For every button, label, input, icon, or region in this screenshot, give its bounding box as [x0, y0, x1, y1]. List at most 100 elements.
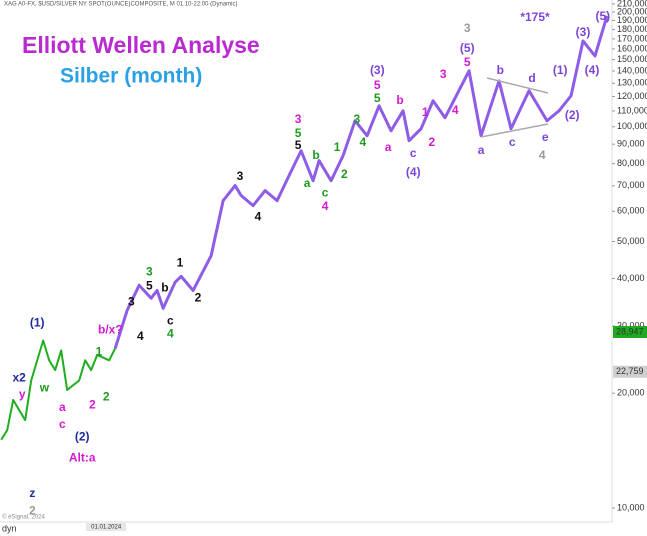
- y-tick-label: 180,000: [617, 24, 647, 34]
- wave-label: 1: [96, 345, 103, 359]
- y-tick-label: 30,000: [617, 320, 645, 330]
- wave-label: 2: [103, 390, 110, 404]
- y-tick-label: 50,000: [617, 236, 645, 246]
- wave-label: b: [312, 148, 319, 162]
- wave-label: (2): [75, 430, 90, 444]
- wave-label: Alt:a: [69, 450, 96, 464]
- price-tag-label: 28,947: [616, 326, 644, 336]
- wave-label: c: [167, 313, 174, 327]
- wave-label: 1: [177, 256, 184, 270]
- wave-label: (5): [595, 9, 610, 23]
- triangle-line: [486, 77, 549, 94]
- wave-label: 1: [334, 140, 341, 154]
- wave-label: e: [542, 130, 549, 144]
- wave-label: c: [410, 146, 417, 160]
- wave-label: b: [161, 280, 168, 294]
- y-tick-label: 90,000: [617, 139, 645, 149]
- wave-label: 4: [322, 199, 329, 213]
- wave-label: d: [528, 71, 535, 85]
- chart-title: Elliott Wellen Analyse: [22, 32, 260, 58]
- wave-label: 3: [146, 265, 153, 279]
- price-tag-label: 22,759: [616, 366, 644, 376]
- wave-label: 4: [360, 135, 367, 149]
- wave-label: 4: [167, 327, 174, 341]
- y-tick-label: 80,000: [617, 158, 645, 168]
- series-line: [0, 339, 117, 441]
- wave-label: 3: [440, 67, 447, 81]
- wave-label: 3: [128, 295, 135, 309]
- triangle-line: [480, 123, 549, 138]
- y-tick-label: 100,000: [617, 121, 647, 131]
- wave-label: 4: [452, 103, 459, 117]
- wave-label: 5: [146, 279, 153, 293]
- y-tick-label: 210,000: [617, 0, 647, 8]
- wave-label: *175*: [520, 10, 550, 24]
- wave-label: 3: [295, 112, 302, 126]
- price-tag: [613, 326, 647, 339]
- wave-label: (4): [585, 63, 600, 77]
- y-tick-label: 70,000: [617, 180, 645, 190]
- wave-label: 4: [137, 329, 144, 343]
- wave-label: a: [478, 143, 485, 157]
- wave-label: a: [59, 400, 66, 414]
- y-tick-label: 150,000: [617, 54, 647, 64]
- wave-label: (3): [576, 25, 591, 39]
- wave-label: 3: [354, 112, 361, 126]
- wave-label: x2: [13, 370, 27, 384]
- wave-label: c: [322, 186, 329, 200]
- wave-label: 5: [374, 91, 381, 105]
- x-tick-label: 01.01.2024: [91, 525, 122, 531]
- y-tick-label: 110,000: [617, 105, 647, 115]
- header: XAG A0-FX, $USD/SILVER NY SPOT(OUNCE)COM…: [4, 2, 238, 8]
- wave-label: (2): [565, 108, 580, 122]
- wave-label: y: [19, 387, 26, 401]
- y-tick-label: 60,000: [617, 206, 645, 216]
- wave-label: c: [59, 417, 66, 431]
- wave-label: b/x?: [98, 323, 123, 337]
- wave-label: (4): [406, 165, 421, 179]
- wave-label: 3: [464, 21, 471, 35]
- wave-label: 5: [295, 138, 302, 152]
- wave-label: 2: [195, 290, 202, 304]
- wave-label: z: [29, 486, 35, 500]
- footer: © eSignal, 2024: [2, 514, 45, 521]
- wave-label: a: [304, 176, 311, 190]
- series-line: [113, 15, 609, 349]
- wave-label: (1): [553, 63, 568, 77]
- wave-label: 5: [464, 55, 471, 69]
- y-tick-label: 140,000: [617, 65, 647, 75]
- period: dyn: [2, 523, 17, 533]
- price-tag: [613, 365, 647, 378]
- y-tick-label: 120,000: [617, 91, 647, 101]
- wave-label: b: [396, 93, 403, 107]
- wave-label: a: [385, 140, 392, 154]
- wave-label: 5: [374, 78, 381, 92]
- y-tick-label: 160,000: [617, 43, 647, 53]
- y-tick-label: 20,000: [617, 388, 645, 398]
- plot-area: [0, 15, 609, 441]
- wave-label: 4: [539, 148, 546, 162]
- y-tick-label: 40,000: [617, 273, 645, 283]
- y-tick-label: 190,000: [617, 15, 647, 25]
- y-tick-label: 170,000: [617, 33, 647, 43]
- x-tick-box: [86, 523, 127, 531]
- wave-label: 2: [89, 397, 96, 411]
- y-tick-label: 10,000: [617, 502, 645, 512]
- wave-label: 2: [429, 135, 436, 149]
- y-tick-label: 200,000: [617, 6, 647, 16]
- wave-label: 5: [295, 126, 302, 140]
- wave-label: b: [497, 63, 504, 77]
- wave-label: (3): [370, 63, 385, 77]
- wave-label: w: [39, 380, 50, 394]
- wave-label: 3: [237, 169, 244, 183]
- wave-label: 2: [341, 167, 348, 181]
- wave-label: (5): [460, 41, 475, 55]
- wave-label: (1): [30, 316, 45, 330]
- y-tick-label: 130,000: [617, 78, 647, 88]
- chart-subtitle: Silber (month): [60, 65, 202, 88]
- wave-label: c: [509, 135, 516, 149]
- wave-label: 4: [255, 210, 262, 224]
